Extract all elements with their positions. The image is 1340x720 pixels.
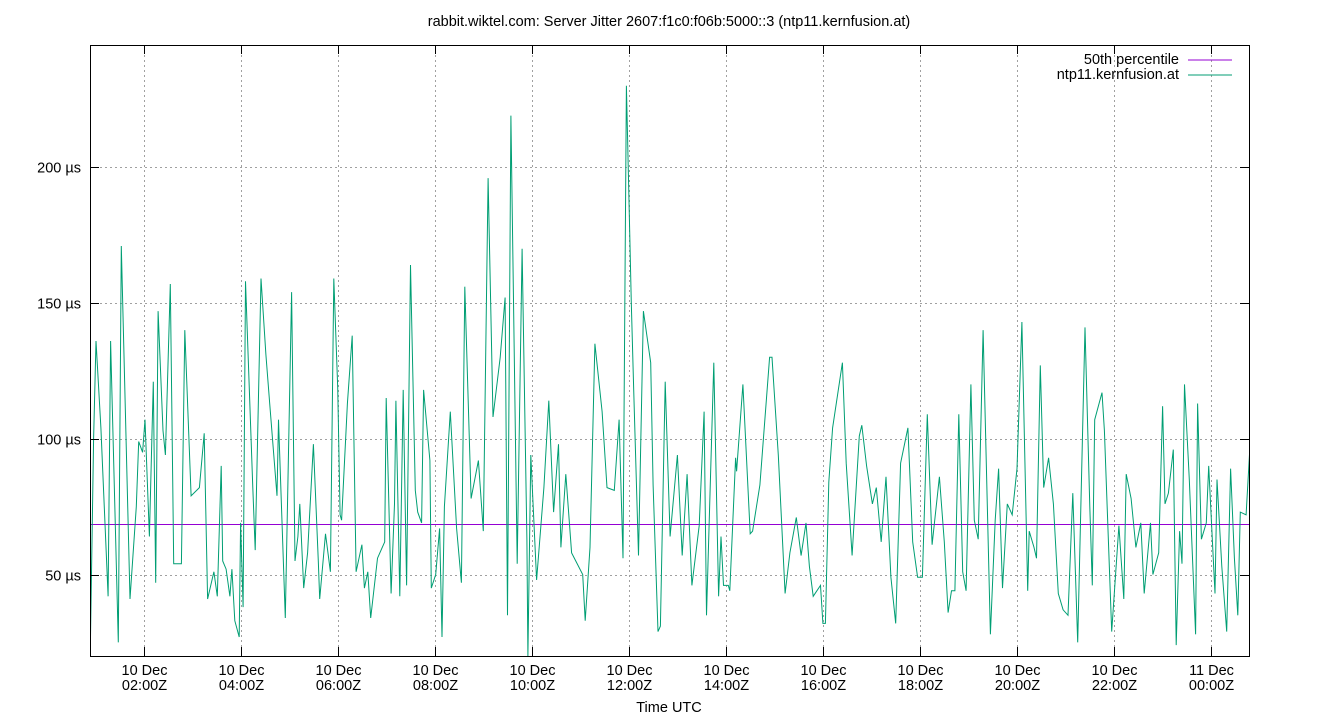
x-tick-label-date: 10 Dec — [122, 663, 168, 679]
x-tick-label-time: 04:00Z — [219, 678, 264, 694]
y-tick-label: 100 µs — [37, 433, 81, 449]
x-tick-label-date: 10 Dec — [898, 663, 944, 679]
x-tick-label-time: 22:00Z — [1092, 678, 1137, 694]
x-tick-label-time: 00:00Z — [1189, 678, 1234, 694]
x-axis-label: Time UTC — [636, 700, 702, 716]
grid-lines — [90, 45, 1249, 656]
x-tick-label-date: 10 Dec — [1092, 663, 1138, 679]
plot-frame — [90, 45, 1250, 657]
x-tick-label-date: 10 Dec — [316, 663, 362, 679]
x-tick-label-date: 10 Dec — [995, 663, 1041, 679]
y-tick-label: 200 µs — [37, 161, 81, 177]
x-tick-label-date: 10 Dec — [607, 663, 653, 679]
series-line-server — [90, 85, 1249, 656]
x-tick-label-date: 10 Dec — [801, 663, 847, 679]
x-tick-label-time: 16:00Z — [801, 678, 846, 694]
legend-label-percentile: 50th percentile — [1084, 52, 1179, 68]
y-tick-label: 50 µs — [45, 569, 81, 585]
x-tick-label-time: 06:00Z — [316, 678, 361, 694]
x-tick-label-time: 14:00Z — [704, 678, 749, 694]
x-tick-label-date: 10 Dec — [510, 663, 556, 679]
x-tick-label-date: 10 Dec — [413, 663, 459, 679]
x-tick-label-date: 11 Dec — [1189, 663, 1234, 679]
legend: 50th percentile ntp11.kernfusion.at — [1057, 52, 1232, 83]
series-layer — [90, 85, 1249, 656]
x-tick-label-date: 10 Dec — [704, 663, 750, 679]
y-tick-label: 150 µs — [37, 297, 81, 313]
legend-label-server: ntp11.kernfusion.at — [1057, 67, 1179, 83]
x-tick-label-time: 02:00Z — [122, 678, 167, 694]
x-tick-label-time: 08:00Z — [413, 678, 458, 694]
x-tick-label-time: 20:00Z — [995, 678, 1040, 694]
chart-title: rabbit.wiktel.com: Server Jitter 2607:f1… — [428, 14, 911, 30]
x-tick-label-time: 18:00Z — [898, 678, 943, 694]
x-tick-label-date: 10 Dec — [219, 663, 265, 679]
x-tick-label-time: 10:00Z — [510, 678, 555, 694]
x-tick-label-time: 12:00Z — [607, 678, 652, 694]
